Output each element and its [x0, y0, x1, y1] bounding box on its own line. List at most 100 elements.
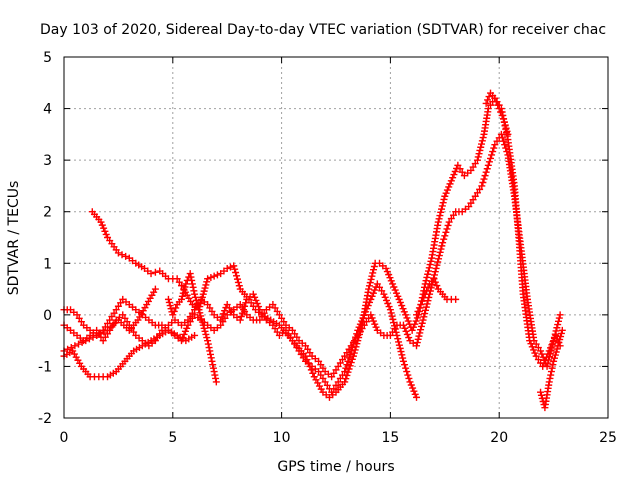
data-point-interp	[417, 326, 425, 334]
data-point	[164, 295, 172, 303]
y-tick-label: 0	[43, 308, 52, 324]
data-point	[360, 311, 368, 319]
data-point-interp	[546, 353, 554, 361]
data-point	[478, 182, 486, 190]
data-point	[182, 280, 190, 288]
data-point-interp	[546, 350, 554, 358]
y-tick-label: 2	[43, 205, 52, 221]
data-point-interp	[198, 315, 206, 323]
data-point	[186, 270, 194, 278]
data-point-interp	[547, 371, 555, 379]
data-point-interp	[199, 290, 207, 298]
data-point-interp	[207, 354, 215, 362]
data-point-interp	[366, 298, 374, 306]
data-point-interp	[431, 278, 439, 286]
data-point-interp	[200, 287, 208, 295]
data-point-interp	[435, 215, 443, 223]
data-point-interp	[386, 274, 394, 282]
data-point	[191, 290, 199, 298]
data-point-interp	[412, 317, 420, 325]
data-point-interp	[422, 303, 430, 311]
data-point-interp	[202, 330, 210, 338]
data-point-interp	[383, 268, 391, 276]
data-point-interp	[490, 144, 498, 152]
data-point-interp	[557, 329, 565, 337]
data-point-interp	[479, 178, 487, 186]
data-point-interp	[485, 93, 493, 101]
data-point-interp	[446, 180, 454, 188]
data-points	[60, 89, 566, 412]
data-point	[393, 331, 401, 339]
data-point	[500, 115, 508, 123]
data-point-interp	[368, 272, 376, 280]
data-point	[554, 342, 562, 350]
data-point-interp	[416, 329, 424, 337]
data-point-interp	[411, 320, 419, 328]
data-point	[230, 262, 238, 270]
data-point-interp	[435, 255, 443, 263]
data-point-interp	[189, 283, 197, 291]
data-point-interp	[193, 300, 201, 308]
series-trace-f	[164, 270, 220, 386]
data-point-interp	[201, 327, 209, 335]
data-point-interp	[367, 275, 375, 283]
data-point-interp	[552, 327, 560, 335]
data-point-interp	[433, 261, 441, 269]
data-point-interp	[210, 368, 218, 376]
data-point-interp	[205, 344, 213, 352]
data-point	[430, 275, 438, 283]
data-point-interp	[100, 224, 108, 232]
data-point-interp	[546, 374, 554, 382]
data-point-interp	[190, 287, 198, 295]
data-point	[210, 272, 218, 280]
data-point-interp	[492, 98, 500, 106]
data-point-interp	[211, 371, 219, 379]
data-point	[408, 326, 416, 334]
data-point-interp	[442, 189, 450, 197]
data-point	[382, 264, 390, 272]
grid-lines	[64, 57, 608, 418]
data-point-interp	[252, 296, 260, 304]
y-tick-label: 4	[43, 102, 52, 118]
data-point	[484, 161, 492, 169]
data-point-interp	[381, 293, 389, 301]
data-point-interp	[401, 361, 409, 369]
data-point-interp	[102, 230, 110, 238]
series-trace-c	[60, 130, 564, 381]
data-point-interp	[388, 312, 396, 320]
data-point-interp	[421, 306, 429, 314]
data-point	[208, 357, 216, 365]
data-point-interp	[415, 304, 423, 312]
data-point-interp	[209, 361, 217, 369]
data-point-interp	[232, 268, 240, 276]
data-point-interp	[194, 303, 202, 311]
data-point-interp	[503, 127, 511, 135]
data-point-interp	[192, 296, 200, 304]
data-point-interp	[450, 171, 458, 179]
data-point-interp	[445, 183, 453, 191]
data-point-interp	[347, 359, 355, 367]
data-point-interp	[444, 221, 452, 229]
data-point-interp	[198, 318, 206, 326]
data-point	[389, 280, 397, 288]
data-point-interp	[503, 148, 511, 156]
y-axis-label: SDTVAR / TECUs	[6, 181, 22, 296]
data-point-interp	[384, 300, 392, 308]
data-point	[543, 362, 551, 370]
data-point-interp	[343, 361, 351, 369]
data-point	[452, 295, 460, 303]
data-point-interp	[165, 298, 173, 306]
data-point-interp	[366, 279, 374, 287]
plot-frame	[63, 56, 609, 419]
data-point-interp	[498, 111, 506, 119]
data-point-interp	[497, 108, 505, 116]
data-point-interp	[75, 340, 83, 348]
data-point-interp	[418, 319, 426, 327]
data-point	[195, 306, 203, 314]
data-point-interp	[531, 349, 539, 357]
data-point-interp	[441, 232, 449, 240]
data-point	[558, 326, 566, 334]
x-tick-label: 5	[168, 430, 177, 446]
data-point	[504, 130, 512, 138]
data-point-interp	[442, 228, 450, 236]
